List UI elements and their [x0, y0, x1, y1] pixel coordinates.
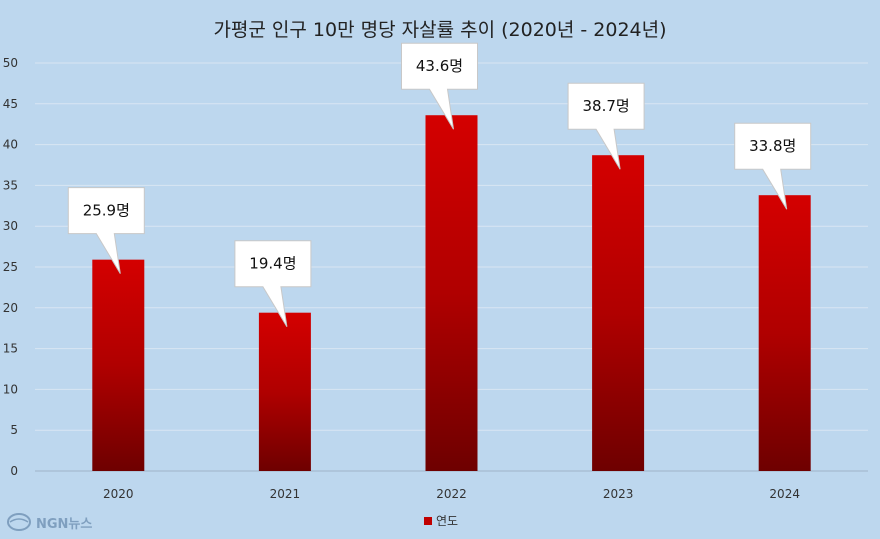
y-tick-label: 0	[10, 464, 18, 478]
watermark: NGN뉴스	[6, 512, 92, 532]
x-tick-label: 2021	[270, 487, 301, 501]
data-label: 33.8명	[734, 122, 812, 210]
svg-text:43.6명: 43.6명	[416, 57, 463, 75]
svg-text:38.7명: 38.7명	[582, 97, 629, 115]
x-tick-label: 2020	[103, 487, 134, 501]
svg-text:33.8명: 33.8명	[749, 137, 796, 155]
svg-text:25.9명: 25.9명	[83, 202, 130, 220]
data-label: 19.4명	[234, 240, 312, 327]
bar	[425, 115, 478, 471]
chart-title: 가평군 인구 10만 명당 자살률 추이 (2020년 - 2024년)	[213, 19, 666, 41]
watermark-text: NGN뉴스	[36, 516, 93, 532]
y-axis: 0 5 10 15 20 25 30 35 40 45 50	[3, 56, 18, 478]
bar	[758, 195, 811, 471]
y-tick-label: 35	[3, 178, 18, 192]
x-tick-label: 2022	[436, 487, 467, 501]
globe-logo-icon	[7, 513, 31, 531]
y-tick-label: 50	[3, 56, 18, 70]
data-labels: 25.9명 19.4명 43.6명 38.7명 33.8명	[67, 42, 812, 327]
legend-label: 연도	[436, 514, 458, 528]
legend: 연도	[424, 514, 458, 528]
y-tick-label: 30	[3, 219, 18, 233]
y-tick-label: 15	[3, 342, 18, 356]
y-tick-label: 5	[10, 423, 18, 437]
y-tick-label: 45	[3, 97, 18, 111]
legend-swatch	[424, 517, 432, 525]
y-tick-label: 10	[3, 382, 18, 396]
data-label: 43.6명	[401, 42, 478, 130]
bar	[592, 155, 645, 471]
bar	[258, 312, 311, 471]
y-tick-label: 20	[3, 301, 18, 315]
y-tick-label: 40	[3, 138, 18, 152]
bar	[92, 259, 145, 471]
x-tick-label: 2024	[769, 487, 800, 501]
bars	[92, 115, 811, 471]
y-tick-label: 25	[3, 260, 18, 274]
x-axis: 2020 2021 2022 2023 2024	[103, 487, 800, 501]
svg-text:19.4명: 19.4명	[249, 255, 296, 273]
data-label: 25.9명	[67, 187, 145, 274]
data-label: 38.7명	[567, 82, 645, 170]
x-tick-label: 2023	[603, 487, 634, 501]
